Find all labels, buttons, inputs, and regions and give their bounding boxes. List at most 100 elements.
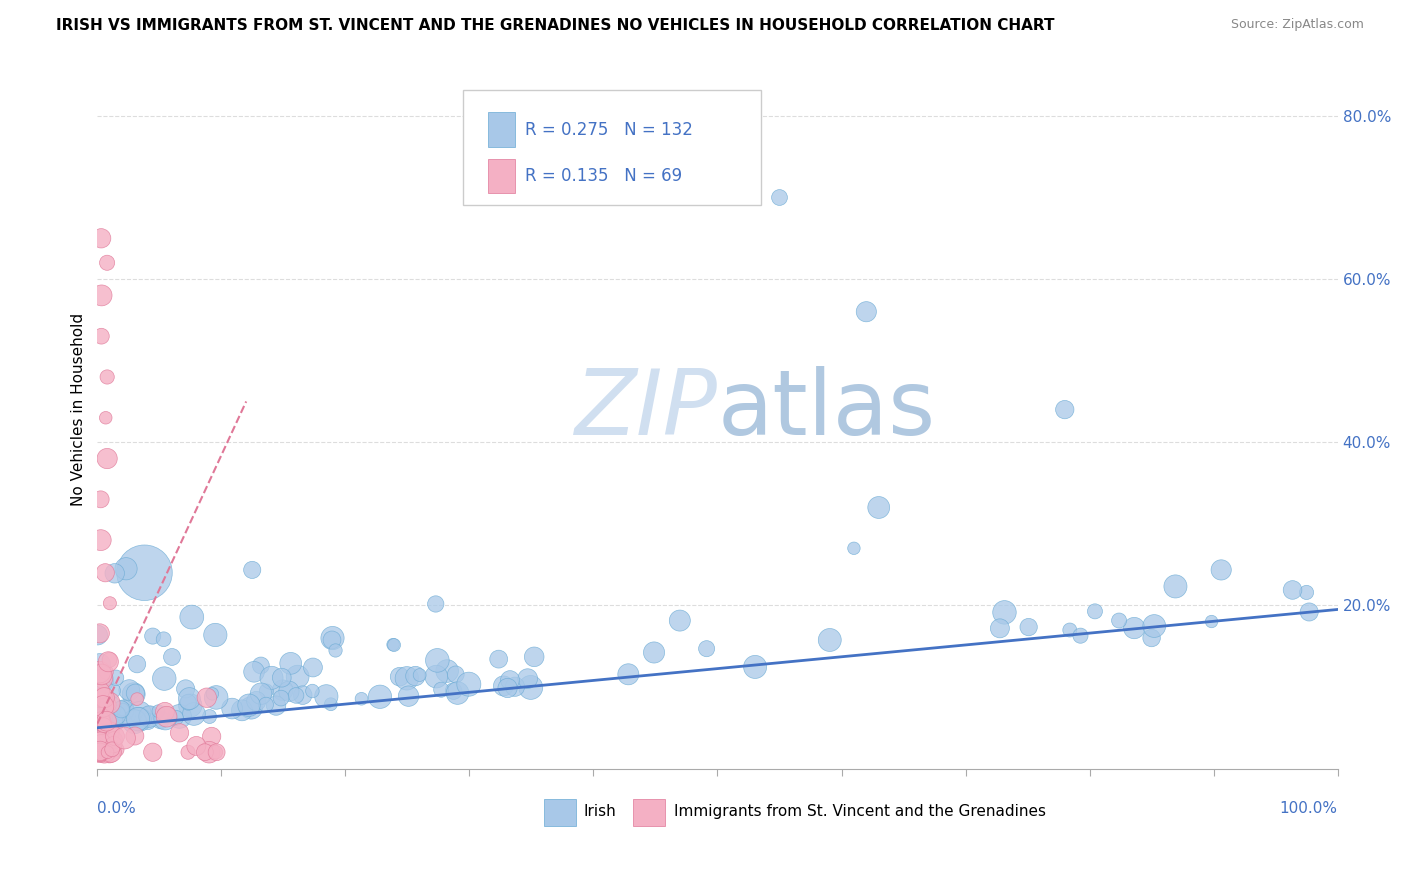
Point bbox=[128, 713, 150, 727]
Point bbox=[198, 745, 221, 759]
Point bbox=[321, 631, 343, 645]
FancyBboxPatch shape bbox=[463, 90, 761, 205]
Point bbox=[368, 690, 391, 704]
Point bbox=[112, 704, 135, 718]
Point bbox=[254, 684, 277, 698]
Point bbox=[138, 709, 160, 723]
Point bbox=[499, 673, 522, 687]
Point bbox=[98, 700, 121, 714]
Point bbox=[105, 742, 128, 756]
Point bbox=[100, 745, 122, 759]
Point bbox=[325, 643, 347, 657]
Point bbox=[136, 714, 159, 729]
Point bbox=[993, 606, 1015, 620]
Point bbox=[90, 713, 112, 727]
Point bbox=[93, 715, 115, 730]
Point bbox=[382, 638, 405, 652]
Y-axis label: No Vehicles in Household: No Vehicles in Household bbox=[72, 313, 86, 506]
Point bbox=[104, 715, 127, 730]
Point bbox=[519, 681, 541, 695]
Point bbox=[1018, 620, 1040, 634]
Point bbox=[1123, 621, 1146, 635]
Point bbox=[250, 658, 273, 673]
Point bbox=[221, 701, 243, 715]
Point bbox=[238, 698, 260, 713]
Point bbox=[696, 641, 718, 656]
Point bbox=[1281, 582, 1303, 597]
Point bbox=[89, 657, 111, 672]
Point bbox=[1059, 623, 1081, 637]
Point bbox=[240, 701, 263, 715]
Point bbox=[89, 745, 111, 759]
Point bbox=[105, 708, 128, 723]
Point bbox=[231, 703, 253, 717]
Point bbox=[1140, 631, 1163, 645]
Point bbox=[245, 694, 267, 708]
Point bbox=[617, 667, 640, 681]
Point bbox=[152, 632, 174, 647]
Point bbox=[1069, 629, 1091, 643]
Text: IRISH VS IMMIGRANTS FROM ST. VINCENT AND THE GRENADINES NO VEHICLES IN HOUSEHOLD: IRISH VS IMMIGRANTS FROM ST. VINCENT AND… bbox=[56, 18, 1054, 33]
Point bbox=[319, 698, 342, 712]
Point bbox=[103, 738, 125, 752]
Point bbox=[89, 710, 111, 724]
Point bbox=[155, 711, 177, 725]
Text: Source: ZipAtlas.com: Source: ZipAtlas.com bbox=[1230, 18, 1364, 31]
Point bbox=[93, 690, 115, 705]
Point bbox=[96, 370, 118, 384]
Point bbox=[395, 671, 418, 685]
Text: R = 0.275   N = 132: R = 0.275 N = 132 bbox=[526, 120, 693, 138]
Point bbox=[138, 709, 160, 723]
Point bbox=[90, 717, 112, 731]
Point bbox=[264, 698, 287, 713]
Point bbox=[404, 669, 426, 683]
Point bbox=[179, 698, 201, 713]
Point bbox=[516, 672, 538, 686]
Point bbox=[302, 660, 325, 674]
Point bbox=[350, 691, 373, 706]
Point bbox=[124, 686, 146, 700]
Point bbox=[855, 304, 877, 318]
Point bbox=[96, 256, 118, 270]
Point bbox=[443, 684, 465, 698]
Point bbox=[97, 728, 120, 742]
Point bbox=[93, 718, 115, 732]
Point bbox=[90, 231, 112, 245]
Point bbox=[110, 702, 132, 716]
Point bbox=[127, 712, 149, 726]
Point bbox=[183, 706, 205, 721]
Point bbox=[1108, 614, 1130, 628]
Bar bbox=[544, 798, 576, 826]
Text: 0.0%: 0.0% bbox=[97, 801, 136, 816]
Point bbox=[90, 673, 112, 688]
Bar bbox=[633, 798, 665, 826]
Point bbox=[114, 706, 136, 721]
Point bbox=[89, 735, 111, 749]
Point bbox=[205, 690, 228, 705]
Point bbox=[124, 714, 146, 729]
Point bbox=[134, 566, 156, 580]
Point bbox=[205, 745, 228, 759]
Point bbox=[96, 714, 118, 729]
Point bbox=[91, 745, 114, 759]
Point bbox=[98, 745, 121, 759]
Point bbox=[177, 695, 200, 709]
Point bbox=[104, 566, 127, 581]
Point bbox=[444, 667, 467, 681]
Point bbox=[254, 698, 277, 712]
Point bbox=[1164, 579, 1187, 593]
Point bbox=[101, 742, 124, 756]
Text: atlas: atlas bbox=[717, 366, 935, 454]
Point bbox=[1201, 615, 1223, 629]
Point bbox=[436, 664, 458, 678]
Point bbox=[89, 626, 111, 640]
Point bbox=[104, 729, 127, 743]
Point bbox=[91, 699, 114, 714]
Point bbox=[260, 671, 283, 685]
Point bbox=[90, 683, 112, 698]
Point bbox=[90, 734, 112, 748]
Point bbox=[250, 687, 273, 701]
Point bbox=[382, 638, 405, 652]
Point bbox=[398, 689, 420, 703]
Point bbox=[115, 562, 138, 576]
